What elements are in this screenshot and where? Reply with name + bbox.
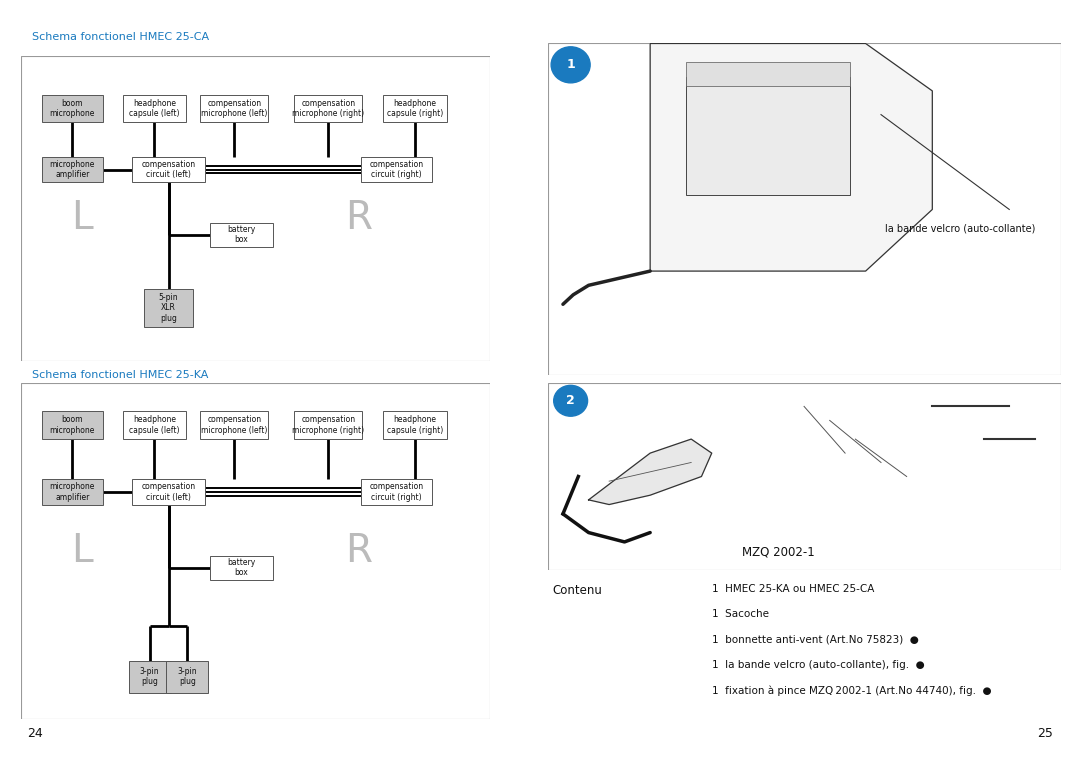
FancyBboxPatch shape bbox=[42, 157, 103, 182]
Text: compensation
circuit (left): compensation circuit (left) bbox=[141, 482, 195, 502]
Text: headphone
capsule (right): headphone capsule (right) bbox=[387, 415, 443, 435]
FancyBboxPatch shape bbox=[210, 555, 273, 580]
FancyBboxPatch shape bbox=[21, 383, 490, 719]
FancyBboxPatch shape bbox=[132, 157, 205, 182]
Text: compensation
microphone (left): compensation microphone (left) bbox=[201, 99, 268, 118]
Text: boom
microphone: boom microphone bbox=[50, 99, 95, 118]
FancyBboxPatch shape bbox=[294, 411, 362, 439]
FancyBboxPatch shape bbox=[132, 479, 205, 505]
FancyBboxPatch shape bbox=[123, 95, 186, 122]
FancyBboxPatch shape bbox=[42, 411, 103, 439]
FancyBboxPatch shape bbox=[200, 95, 268, 122]
Text: compensation
circuit (right): compensation circuit (right) bbox=[369, 160, 423, 179]
Polygon shape bbox=[650, 43, 932, 271]
Text: headphone
capsule (right): headphone capsule (right) bbox=[387, 99, 443, 118]
Text: compensation
microphone (left): compensation microphone (left) bbox=[201, 415, 268, 435]
FancyBboxPatch shape bbox=[686, 63, 850, 86]
FancyBboxPatch shape bbox=[383, 95, 447, 122]
FancyBboxPatch shape bbox=[21, 56, 490, 361]
FancyBboxPatch shape bbox=[129, 661, 171, 693]
FancyBboxPatch shape bbox=[548, 43, 1061, 375]
FancyBboxPatch shape bbox=[123, 411, 186, 439]
Text: MZQ 2002-1: MZQ 2002-1 bbox=[742, 546, 814, 559]
Text: battery
box: battery box bbox=[227, 558, 256, 578]
FancyBboxPatch shape bbox=[686, 77, 850, 195]
Text: L: L bbox=[70, 532, 93, 570]
FancyBboxPatch shape bbox=[166, 661, 208, 693]
Text: R: R bbox=[346, 532, 373, 570]
Text: Schema fonctionel HMEC 25-CA: Schema fonctionel HMEC 25-CA bbox=[32, 32, 210, 42]
Text: Contenu: Contenu bbox=[553, 584, 603, 597]
Text: 1  fixation à pince MZQ 2002-1 (Art.No 44740), fig.  ●: 1 fixation à pince MZQ 2002-1 (Art.No 44… bbox=[712, 685, 991, 696]
FancyBboxPatch shape bbox=[548, 383, 1061, 570]
Text: Schema fonctionel HMEC 25-KA: Schema fonctionel HMEC 25-KA bbox=[32, 370, 208, 380]
Circle shape bbox=[554, 385, 588, 416]
Text: 24: 24 bbox=[27, 727, 43, 740]
FancyBboxPatch shape bbox=[42, 479, 103, 505]
FancyBboxPatch shape bbox=[144, 288, 193, 327]
Text: compensation
microphone (right): compensation microphone (right) bbox=[293, 415, 364, 435]
Text: microphone
amplifier: microphone amplifier bbox=[50, 160, 95, 179]
FancyBboxPatch shape bbox=[361, 157, 432, 182]
Text: 1  Sacoche: 1 Sacoche bbox=[712, 610, 769, 620]
Text: 5-pin
XLR
plug: 5-pin XLR plug bbox=[159, 293, 178, 323]
Text: 2: 2 bbox=[566, 394, 575, 407]
Text: battery
box: battery box bbox=[227, 225, 256, 244]
FancyBboxPatch shape bbox=[383, 411, 447, 439]
Text: L: L bbox=[70, 199, 93, 237]
FancyBboxPatch shape bbox=[294, 95, 362, 122]
Text: 1  la bande velcro (auto-collante), fig.  ●: 1 la bande velcro (auto-collante), fig. … bbox=[712, 660, 924, 670]
Text: 1  bonnette anti-vent (Art.No 75823)  ●: 1 bonnette anti-vent (Art.No 75823) ● bbox=[712, 635, 918, 645]
Text: la bande velcro (auto-collante): la bande velcro (auto-collante) bbox=[885, 224, 1035, 233]
Text: headphone
capsule (left): headphone capsule (left) bbox=[130, 415, 179, 435]
Text: headphone
capsule (left): headphone capsule (left) bbox=[130, 99, 179, 118]
Text: compensation
circuit (right): compensation circuit (right) bbox=[369, 482, 423, 502]
Text: R: R bbox=[346, 199, 373, 237]
Text: compensation
circuit (left): compensation circuit (left) bbox=[141, 160, 195, 179]
Text: 25: 25 bbox=[1037, 727, 1053, 740]
Text: 3-pin
plug: 3-pin plug bbox=[140, 667, 160, 687]
FancyBboxPatch shape bbox=[210, 223, 273, 246]
Text: compensation
microphone (right): compensation microphone (right) bbox=[293, 99, 364, 118]
FancyBboxPatch shape bbox=[42, 95, 103, 122]
Text: 1: 1 bbox=[566, 58, 575, 71]
Polygon shape bbox=[589, 439, 712, 504]
Text: 3-pin
plug: 3-pin plug bbox=[177, 667, 198, 687]
FancyBboxPatch shape bbox=[361, 479, 432, 505]
Text: boom
microphone: boom microphone bbox=[50, 415, 95, 435]
Text: 1  HMEC 25-KA ou HMEC 25-CA: 1 HMEC 25-KA ou HMEC 25-CA bbox=[712, 584, 874, 594]
Text: microphone
amplifier: microphone amplifier bbox=[50, 482, 95, 502]
Circle shape bbox=[551, 47, 590, 83]
FancyBboxPatch shape bbox=[200, 411, 268, 439]
